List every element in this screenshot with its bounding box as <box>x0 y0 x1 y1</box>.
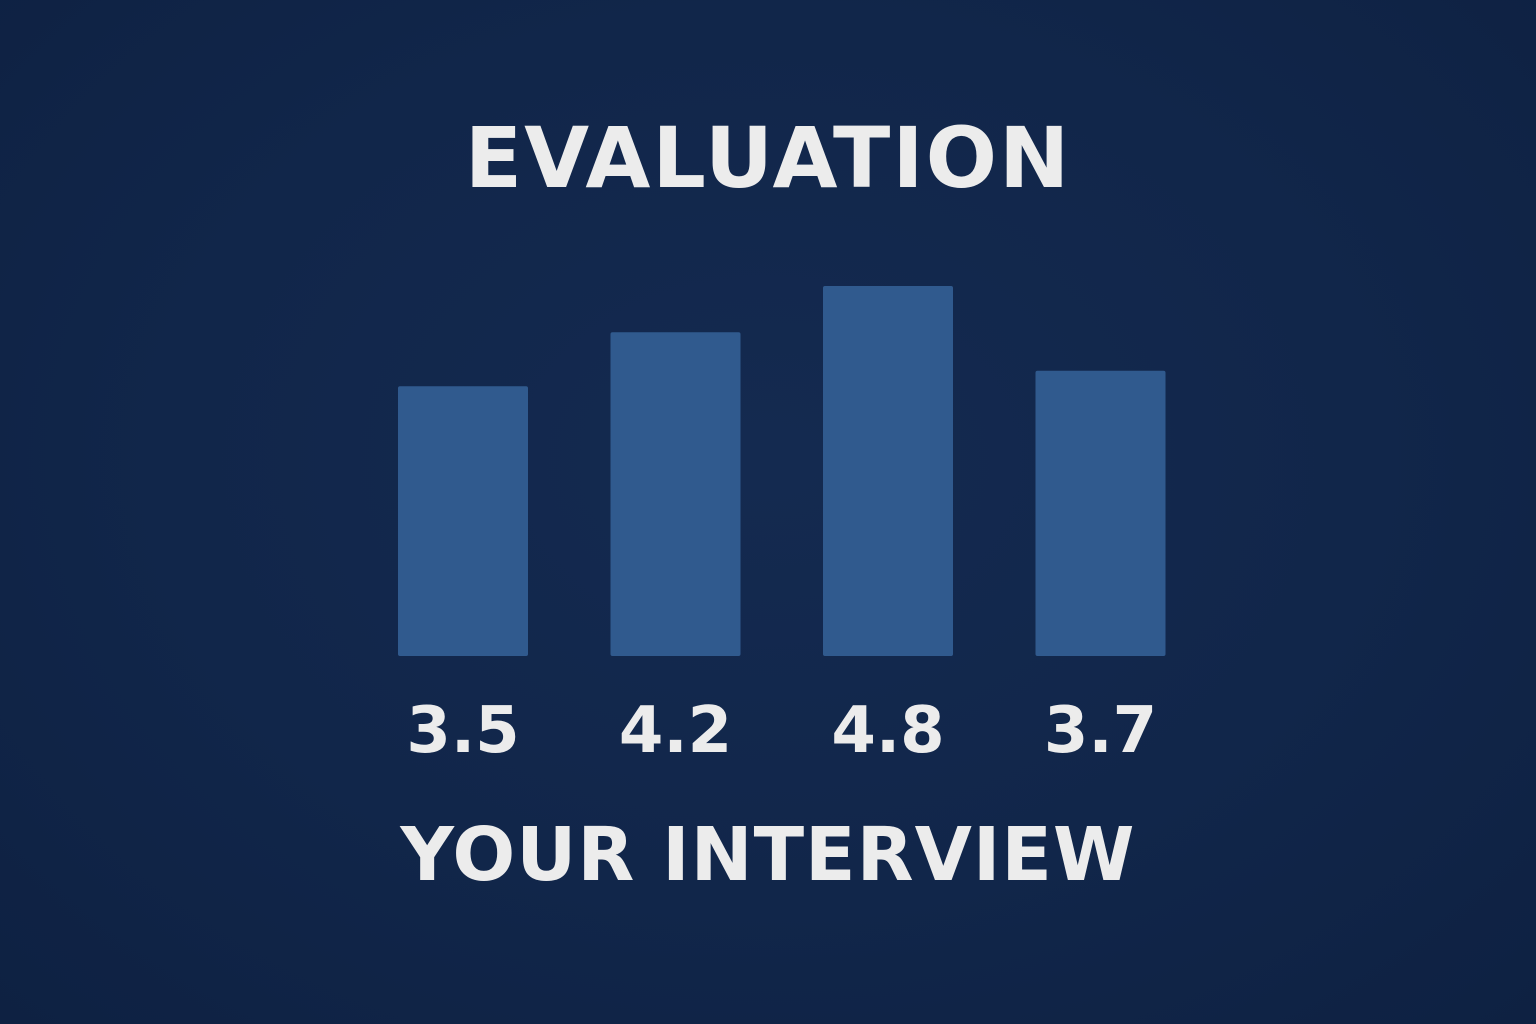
chart-subtitle: YOUR INTERVIEW <box>400 812 1136 898</box>
value-label-3: 4.8 <box>831 694 944 768</box>
bars-group <box>398 286 1166 656</box>
value-label-4: 3.7 <box>1044 694 1157 768</box>
value-labels-group: 3.5 4.2 4.8 3.7 <box>406 694 1157 768</box>
bar-3 <box>823 286 953 656</box>
bar-1 <box>398 386 528 656</box>
value-label-2: 4.2 <box>619 694 732 768</box>
chart-title: EVALUATION <box>464 109 1072 207</box>
value-label-1: 3.5 <box>406 694 519 768</box>
bar-2 <box>610 332 741 656</box>
bar-4 <box>1035 370 1166 656</box>
